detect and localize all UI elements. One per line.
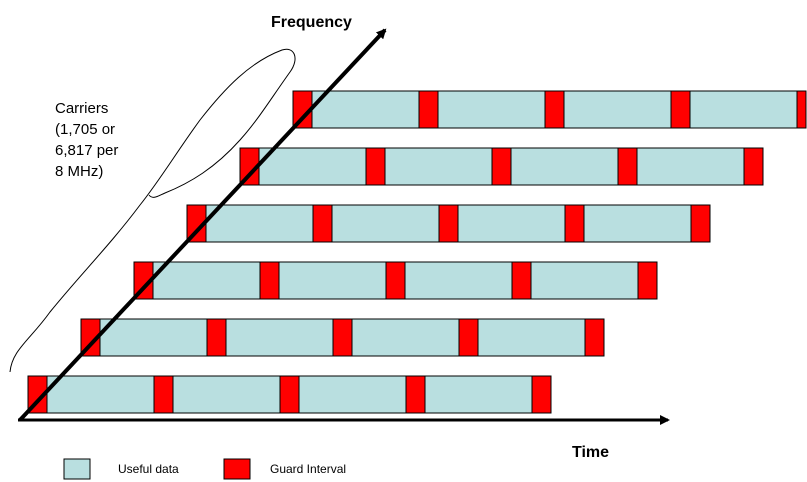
useful-data-block [510,147,619,186]
guard-interval-block [458,318,479,357]
useful-data-block [477,318,586,357]
useful-data-block [331,204,440,243]
carrier-rows [27,90,807,414]
useful-data-block [46,375,155,414]
useful-data-block [298,375,407,414]
carriers-note-line-4: 8 MHz) [55,163,103,180]
legend-guard-interval-label: Guard Interval [270,462,346,476]
guard-interval-block [617,147,638,186]
legend-useful-data-swatch [63,458,91,480]
useful-data-block [152,261,261,300]
frequency-axis-label: Frequency [271,14,352,31]
carriers-note: Carriers (1,705 or 6,817 per 8 MHz) [55,100,118,180]
guard-interval-block [531,375,552,414]
guard-interval-block [438,204,459,243]
useful-data-block [351,318,460,357]
guard-interval-block [279,375,300,414]
guard-interval-block [796,90,807,129]
guard-interval-block [743,147,764,186]
guard-interval-block [385,261,406,300]
guard-interval-block [637,261,658,300]
guard-interval-block [511,261,532,300]
useful-data-block [457,204,566,243]
useful-data-block [258,147,367,186]
useful-data-block [225,318,334,357]
useful-data-block [99,318,208,357]
carriers-note-line-2: (1,705 or [55,121,115,138]
useful-data-block [530,261,639,300]
guard-interval-block [206,318,227,357]
guard-interval-block [491,147,512,186]
legend-useful-data-label: Useful data [118,462,179,476]
guard-interval-block [365,147,386,186]
guard-interval-block [418,90,439,129]
useful-data-block [404,261,513,300]
useful-data-block [384,147,493,186]
carriers-note-line-1: Carriers [55,100,108,117]
useful-data-block [172,375,281,414]
carriers-brace [9,48,296,373]
carriers-note-line-3: 6,817 per [55,142,118,159]
guard-interval-block [690,204,711,243]
guard-interval-block [670,90,691,129]
useful-data-block [583,204,692,243]
guard-interval-block [544,90,565,129]
useful-data-block [424,375,533,414]
time-axis-label: Time [572,444,609,461]
guard-interval-block [259,261,280,300]
legend-guard-interval-swatch [223,458,251,480]
guard-interval-block [405,375,426,414]
guard-interval-block [584,318,605,357]
useful-data-block [437,90,546,129]
useful-data-block [563,90,672,129]
guard-interval-block [564,204,585,243]
guard-interval-block [312,204,333,243]
useful-data-block [689,90,798,129]
guard-interval-block [332,318,353,357]
legend: Useful data Guard Interval [63,458,346,480]
useful-data-block [636,147,745,186]
guard-interval-block [153,375,174,414]
useful-data-block [278,261,387,300]
frequency-axis [18,28,387,422]
useful-data-block [205,204,314,243]
useful-data-block [311,90,420,129]
